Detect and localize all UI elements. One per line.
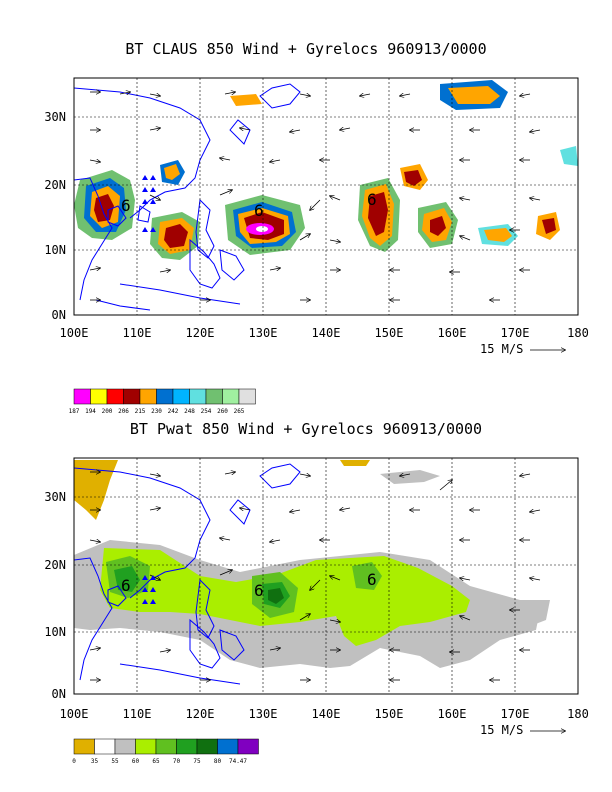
clouds-panel-title: BT CLAUS 850 Wind + Gyrelocs 960913/0000 xyxy=(125,40,487,58)
colorbar-swatch xyxy=(106,388,124,405)
lat-label: 0N xyxy=(52,687,66,701)
lon-label: 150E xyxy=(375,707,404,721)
colorbar-swatch xyxy=(205,388,223,405)
lon-label: 130E xyxy=(249,707,278,721)
lon-label: 130E xyxy=(249,326,278,340)
pwat-lon-labels: 100E 110E 120E 130E 140E 150E 160E 170E … xyxy=(60,707,589,721)
colorbar-label: 80 xyxy=(214,758,222,765)
colorbar-label: 187 xyxy=(69,408,80,415)
gyre-marker: 6 xyxy=(121,576,131,595)
lat-label: 0N xyxy=(52,308,66,322)
colorbar-swatch xyxy=(123,388,141,405)
lon-label: 170E xyxy=(501,326,530,340)
colorbar-label: 0 xyxy=(72,758,76,765)
colorbar-swatch xyxy=(155,738,177,755)
colorbar-swatch xyxy=(73,738,95,755)
triangle-markers xyxy=(142,175,156,232)
scale-label: 15 M/S xyxy=(480,342,523,356)
gyre-marker: 6 xyxy=(121,196,131,215)
colorbar-label: 70 xyxy=(173,758,181,765)
colorbar-label: 65 xyxy=(152,758,160,765)
pwat-lat-labels: 30N 20N 10N 0N xyxy=(44,490,66,701)
colorbar-swatch xyxy=(237,738,259,755)
lat-label: 10N xyxy=(44,625,66,639)
clouds-wind-arrows xyxy=(89,92,541,300)
clouds-gridlines xyxy=(74,78,578,315)
colorbar-swatch xyxy=(217,738,239,755)
lon-label: 180 xyxy=(567,707,589,721)
clouds-lat-labels: 30N 20N 10N 0N xyxy=(44,110,66,322)
colorbar-label: 75 xyxy=(193,758,201,765)
colorbar-swatch xyxy=(189,388,207,405)
colorbar-swatch xyxy=(73,388,91,405)
gyre-marker: 6 xyxy=(254,581,264,600)
colorbar-label: 260 xyxy=(217,408,228,415)
lon-label: 160E xyxy=(438,326,467,340)
lon-label: 140E xyxy=(312,707,341,721)
colorbar-label: 74.47 xyxy=(229,758,247,765)
pwat-triangle-markers xyxy=(142,575,156,604)
lat-label: 30N xyxy=(44,490,66,504)
colorbar-label: 215 xyxy=(135,408,146,415)
lon-label: 150E xyxy=(375,326,404,340)
clouds-lon-labels: 100E 110E 120E 130E 140E 150E 160E 170E … xyxy=(60,326,589,340)
colorbar-label: 242 xyxy=(168,408,179,415)
lon-label: 110E xyxy=(123,707,152,721)
pwat-wind-arrows xyxy=(89,472,541,680)
lat-label: 20N xyxy=(44,558,66,572)
colorbar-label: 200 xyxy=(102,408,113,415)
pwat-gridlines xyxy=(74,458,578,694)
colorbar-swatch xyxy=(94,738,116,755)
lon-label: 100E xyxy=(60,707,89,721)
lat-label: 10N xyxy=(44,243,66,257)
gyre-marker: 6 xyxy=(367,570,377,589)
pwat-shading xyxy=(74,460,550,668)
lon-label: 100E xyxy=(60,326,89,340)
lon-label: 140E xyxy=(312,326,341,340)
colorbar-swatch xyxy=(90,388,108,405)
colorbar-swatch xyxy=(222,388,240,405)
lon-label: 120E xyxy=(186,326,215,340)
cloud-shading xyxy=(74,80,578,260)
lon-label: 110E xyxy=(123,326,152,340)
colorbar-label: 194 xyxy=(85,408,96,415)
colorbar-label: 60 xyxy=(132,758,140,765)
colorbar-swatch xyxy=(156,388,174,405)
colorbar-label: 230 xyxy=(151,408,162,415)
colorbar-label: 248 xyxy=(184,408,195,415)
lon-label: 120E xyxy=(186,707,215,721)
colorbar-label: 254 xyxy=(201,408,212,415)
pwat-panel-title: BT Pwat 850 Wind + Gyrelocs 960913/0000 xyxy=(129,420,483,438)
gyre-marker: 6 xyxy=(367,190,377,209)
colorbar-label: 265 xyxy=(234,408,245,415)
colorbar-swatch xyxy=(139,388,157,405)
scale-label: 15 M/S xyxy=(480,723,523,737)
pwat-colorbar: 0 35 55 60 65 70 75 80 74.47 xyxy=(72,738,259,765)
lat-label: 20N xyxy=(44,178,66,192)
lon-label: 160E xyxy=(438,707,467,721)
lon-label: 170E xyxy=(501,707,530,721)
colorbar-label: 55 xyxy=(111,758,119,765)
colorbar-swatch xyxy=(172,388,190,405)
clouds-colorbar: 187 194 200 206 215 230 242 248 254 260 265 xyxy=(69,388,256,415)
lat-label: 30N xyxy=(44,110,66,124)
lon-label: 180 xyxy=(567,326,589,340)
colorbar-swatch xyxy=(114,738,136,755)
colorbar-swatch xyxy=(135,738,157,755)
gyre-marker: 6 xyxy=(254,201,264,220)
colorbar-label: 206 xyxy=(118,408,129,415)
colorbar-swatch xyxy=(238,388,256,405)
colorbar-label: 35 xyxy=(91,758,99,765)
colorbar-swatch xyxy=(176,738,198,755)
colorbar-swatch xyxy=(196,738,218,755)
